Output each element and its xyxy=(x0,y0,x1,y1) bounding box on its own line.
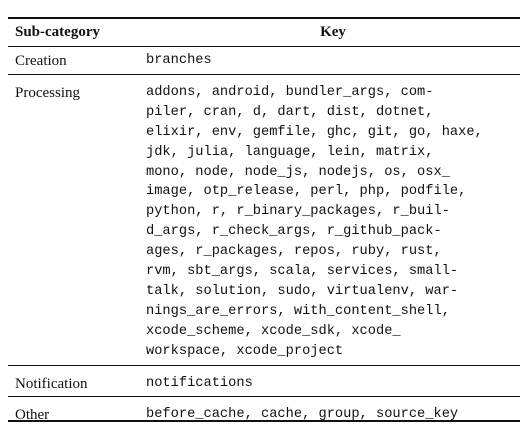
key-line: notifications xyxy=(146,375,253,391)
header-cell: Key xyxy=(320,24,346,40)
row-rule xyxy=(8,364,520,366)
key-line: python, r, r_binary_packages, r_buil- xyxy=(146,204,450,220)
mid-rule xyxy=(8,46,520,47)
key-line: branches xyxy=(146,53,212,68)
key-line: jdk, julia, language, lein, matrix, xyxy=(146,144,434,160)
key-line: mono, node, node_js, nodejs, os, osx_ xyxy=(146,164,450,180)
row-label: Processing xyxy=(15,84,80,101)
bottom-rule xyxy=(8,420,520,422)
row-label: Creation xyxy=(15,53,67,69)
key-line: elixir, env, gemfile, ghc, git, go, haxe… xyxy=(146,124,483,140)
key-line: ages, r_packages, repos, ruby, rust, xyxy=(146,244,442,260)
key-line: xcode_scheme, xcode_sdk, xcode_ xyxy=(146,323,401,339)
row-label: Other xyxy=(15,407,50,424)
top-rule xyxy=(8,17,520,19)
key-line: d_args, r_check_args, r_github_pack- xyxy=(146,224,442,240)
key-line: addons, android, bundler_args, com- xyxy=(146,84,434,100)
row-label: Notification xyxy=(15,375,88,392)
key-line: talk, solution, sudo, virtualenv, war- xyxy=(146,283,459,299)
key-line: workspace, xcode_project xyxy=(146,343,344,359)
key-line: before_cache, cache, group, source_key xyxy=(146,407,459,423)
key-line: image, otp_release, perl, php, podfile, xyxy=(146,184,467,200)
key-line: rvm, sbt_args, scala, services, small- xyxy=(146,264,459,279)
row-rule xyxy=(8,396,520,398)
key-line: nings_are_errors, with_content_shell, xyxy=(146,303,450,319)
key-line: piler, cran, d, dart, dist, dotnet, xyxy=(146,104,434,120)
row-rule xyxy=(8,73,520,75)
header-cell: Sub-category xyxy=(15,24,100,40)
